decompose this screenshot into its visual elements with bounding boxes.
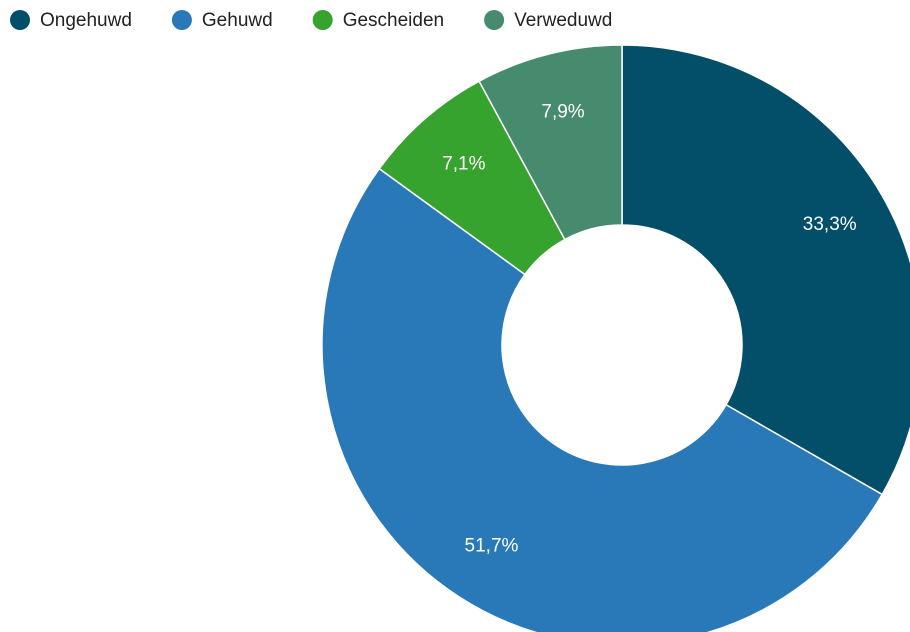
slice-label: 33,3% xyxy=(803,214,857,235)
legend-label: Gehuwd xyxy=(202,10,273,31)
slice xyxy=(621,44,910,496)
legend-label: Ongehuwd xyxy=(40,10,132,31)
legend-marker xyxy=(312,10,333,30)
slice xyxy=(478,44,623,241)
legend-marker xyxy=(10,10,30,30)
legend-label: Verweduwd xyxy=(514,10,612,31)
legend-label: Gescheiden xyxy=(343,10,444,31)
legend-marker xyxy=(484,10,505,30)
slice-label: 7,9% xyxy=(541,101,584,122)
slice-label: 51,7% xyxy=(465,535,519,556)
donut: 33,3% 51,7% 7,1% 7,9% xyxy=(321,44,910,632)
slice-label: 7,1% xyxy=(442,153,485,174)
legend: Ongehuwd Gehuwd Gescheiden Verweduwd xyxy=(10,10,612,31)
legend-marker xyxy=(171,10,192,30)
slice xyxy=(321,167,884,632)
